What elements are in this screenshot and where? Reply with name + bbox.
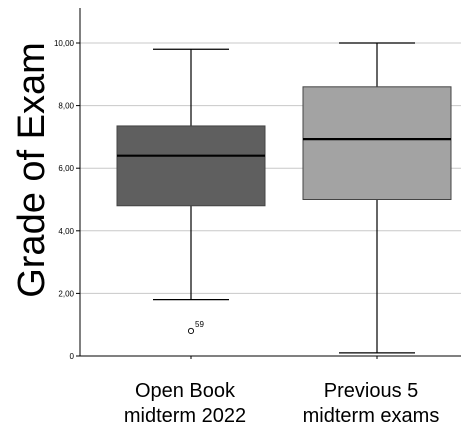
- x-category-label-1-line2: midterm 2022: [124, 405, 246, 427]
- y-tick-label-0: 0: [70, 352, 75, 361]
- y-tick-label-3: 6,00: [58, 164, 74, 173]
- iqr-box-1: [116, 125, 266, 207]
- y-axis-title: Grade of Exam: [11, 42, 53, 298]
- box-1: [116, 48, 266, 335]
- x-category-label-1-line1: Open Book: [135, 380, 236, 402]
- y-tick-label-1: 2,00: [58, 289, 74, 298]
- outlier-label-1-1: 59: [195, 320, 204, 329]
- x-category-label-2-line1: Previous 5: [324, 380, 419, 402]
- y-tick-label-4: 8,00: [58, 102, 74, 111]
- labels: 0 2,00 4,00 6,00 8,00 10,00 59 Open Book midterm…: [54, 39, 439, 427]
- iqr-box-2: [302, 86, 452, 200]
- axes: [76, 8, 461, 359]
- outlier-point-1-1: [187, 327, 195, 335]
- box-2: [302, 42, 452, 354]
- x-category-label-2-line2: midterm exams: [303, 405, 440, 427]
- y-tick-label-2: 4,00: [58, 227, 74, 236]
- y-tick-label-5: 10,00: [54, 39, 75, 48]
- boxes: [116, 42, 452, 354]
